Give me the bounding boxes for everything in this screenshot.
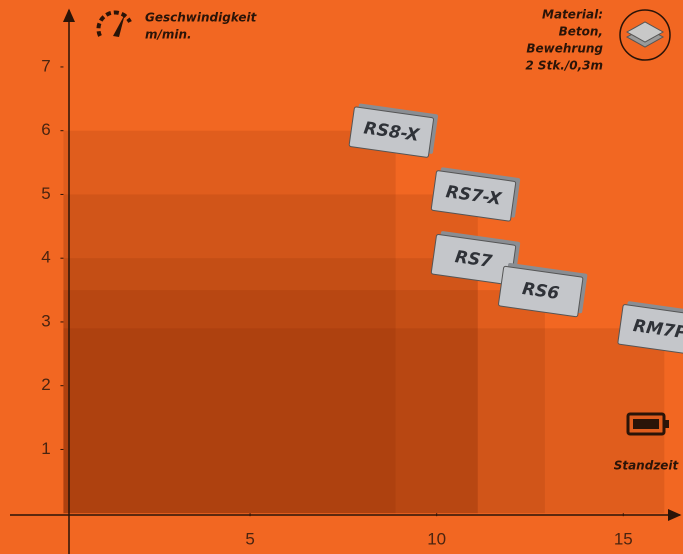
areas <box>63 130 665 514</box>
y-tick-label: 3 <box>41 311 50 330</box>
x-tick-label: 5 <box>245 529 254 548</box>
x-tick-label: 15 <box>614 529 633 548</box>
product-label: RS8-X <box>348 103 439 158</box>
label-face <box>430 170 517 222</box>
y-label: m/min. <box>145 28 192 42</box>
product-label: RM7P <box>617 301 683 356</box>
x-label: Standzeit <box>614 459 680 473</box>
area <box>63 194 478 514</box>
product-label: RS7-X <box>430 167 521 222</box>
area <box>63 258 478 514</box>
material-icon <box>619 9 671 61</box>
y-tick-label: 1 <box>41 439 50 458</box>
y-tick-label: 4 <box>41 248 50 267</box>
material: Material: <box>542 8 603 22</box>
y-tick-label: 7 <box>41 56 50 75</box>
label-face <box>617 304 683 356</box>
y-tick-label: 2 <box>41 375 50 394</box>
area <box>63 328 665 514</box>
area <box>63 130 396 514</box>
x-tick-label: 10 <box>427 529 446 548</box>
y-label: Geschwindigkeit <box>145 11 258 25</box>
label-face <box>348 106 435 158</box>
product-label: RS6 <box>498 262 588 318</box>
material: 2 Stk./0,3m <box>525 59 603 73</box>
area <box>63 290 545 514</box>
product-label: RS7 <box>430 231 521 286</box>
y-tick-label: 6 <box>41 120 50 139</box>
battery-icon <box>626 412 669 436</box>
label-face <box>498 265 584 318</box>
material: Bewehrung <box>526 42 603 56</box>
y-tick-label: 5 <box>41 184 50 203</box>
material: Beton, <box>559 25 603 39</box>
speed-icon <box>96 10 132 37</box>
